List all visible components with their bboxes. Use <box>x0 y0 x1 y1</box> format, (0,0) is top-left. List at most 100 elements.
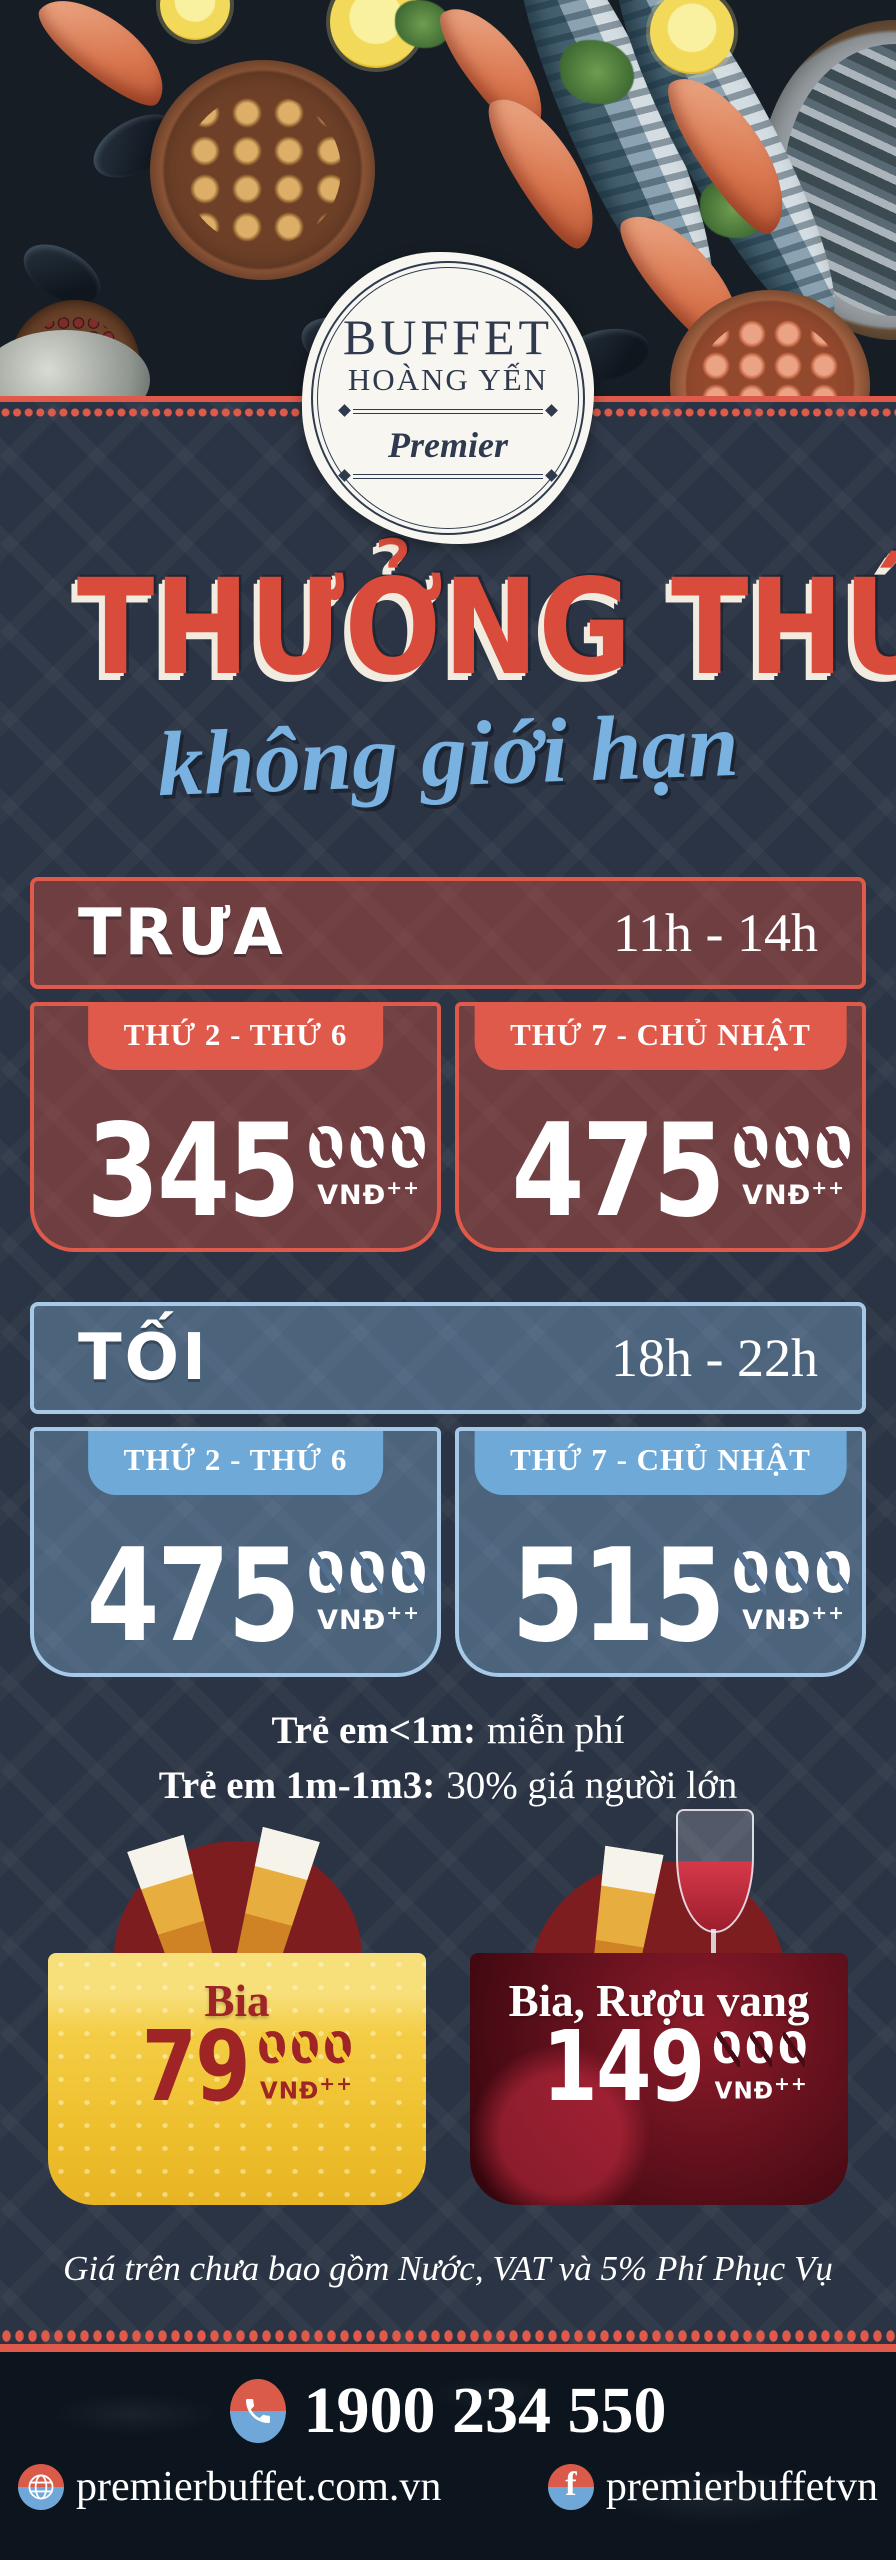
price-thousands: 000 <box>257 2024 356 2075</box>
children-policy-line: Trẻ em 1m-1m3: 30% giá người lớn <box>0 1758 896 1813</box>
beer-price: 79 000 VNĐ++ <box>48 2010 426 2124</box>
lunch-weekend-days-tab: THỨ 7 - CHỦ NHẬT <box>474 1005 847 1070</box>
dinner-weekend-card: THỨ 7 - CHỦ NHẬT 515 000 VNĐ++ <box>455 1426 866 1677</box>
lunch-weekend-card: THỨ 7 - CHỦ NHẬT 475 000 VNĐ++ <box>455 1001 866 1252</box>
dinner-weekday-card: THỨ 2 - THỨ 6 475 000 VNĐ++ <box>30 1426 441 1677</box>
price-thousands: 000 <box>731 1541 856 1606</box>
price-currency: VNĐ++ <box>317 1601 421 1634</box>
beer-label: Bia <box>204 1976 270 2027</box>
price-amount: 475 <box>86 1522 301 1672</box>
phone-row: 1900 234 550 <box>0 2352 896 2444</box>
dinner-weekend-price: 515 000 VNĐ++ <box>459 1532 862 1660</box>
headline-main-text: THƯỞNG THỨC <box>76 551 896 705</box>
beer-wine-price: 149 000 VNĐ++ <box>470 2010 848 2124</box>
main-content: THƯỞNG THỨC không giới hạn TRƯA 11h - 14… <box>0 402 896 2289</box>
price-thousands: 000 <box>711 2024 811 2075</box>
facebook-item: premierbuffetvn <box>547 2464 878 2510</box>
surcharge-marks: ++ <box>811 1601 846 1624</box>
price-minor: 000 VNĐ++ <box>712 2028 811 2103</box>
policy-label: Trẻ em 1m-1m3: <box>158 1763 436 1807</box>
dinner-weekend-days-tab: THỨ 7 - CHỦ NHẬT <box>474 1430 847 1495</box>
mussel-bowl-art <box>150 60 375 280</box>
lunch-header-bar: TRƯA 11h - 14h <box>30 876 866 989</box>
currency-code: VNĐ <box>317 1179 387 1211</box>
dinner-weekday-price: 475 000 VNĐ++ <box>34 1522 437 1672</box>
price-currency: VNĐ++ <box>317 1176 421 1211</box>
price-currency: VNĐ++ <box>742 1176 846 1209</box>
lunch-cards: THỨ 2 - THỨ 6 345 000 VNĐ++ THỨ 7 - CHỦ … <box>30 1001 866 1252</box>
surcharge-marks: ++ <box>386 1601 421 1624</box>
beer-offer: Bia 79 000 VNĐ++ <box>48 1953 426 2206</box>
lunch-label: TRƯA <box>78 895 286 970</box>
price-amount: 475 <box>511 1097 726 1247</box>
wine-glass-icon <box>676 1809 754 1934</box>
lunch-weekday-price: 345 000 VNĐ++ <box>34 1097 437 1247</box>
policy-value: 30% giá người lớn <box>446 1763 738 1807</box>
website-url[interactable]: premierbuffet.com.vn <box>76 2464 442 2510</box>
currency-code: VNĐ <box>742 1604 812 1636</box>
price-minor: 000 VNĐ++ <box>732 1546 856 1634</box>
seafood-photo-header <box>0 0 896 396</box>
price-thousands: 000 <box>306 1116 431 1181</box>
policy-label: Trẻ em<1m: <box>271 1708 476 1752</box>
drinks-row: Bia 79 000 VNĐ++ <box>48 1809 848 2206</box>
headline-sub: không giới hạn <box>155 692 741 816</box>
price-minor: 000 VNĐ++ <box>257 2028 356 2103</box>
policy-value: miễn phí <box>486 1708 625 1752</box>
children-policy: Trẻ em<1m: miễn phí Trẻ em 1m-1m3: 30% giá… <box>0 1703 896 1814</box>
lunch-hours: 11h - 14h <box>613 902 818 963</box>
surcharge-marks: ++ <box>386 1176 421 1199</box>
brand-name-line1: BUFFET <box>342 309 554 366</box>
price-amount: 149 <box>542 2010 706 2124</box>
dinner-hours: 18h - 22h <box>611 1327 818 1388</box>
lemon-art <box>650 0 734 74</box>
price-currency: VNĐ++ <box>742 1601 846 1636</box>
dinner-header-bar: TỐI 18h - 22h <box>30 1301 866 1414</box>
badge-divider <box>353 473 543 479</box>
price-disclaimer: Giá trên chưa bao gồm Nước, VAT và 5% Ph… <box>63 2249 833 2289</box>
dinner-weekday-days-tab: THỨ 2 - THỨ 6 <box>87 1430 384 1495</box>
currency-code: VNĐ <box>714 2078 774 2105</box>
badge-divider <box>353 408 543 414</box>
shrimp-art <box>28 0 182 120</box>
price-minor: 000 VNĐ++ <box>732 1121 856 1209</box>
website-item: premierbuffet.com.vn <box>18 2464 441 2510</box>
red-divider-strip-bottom <box>0 2344 896 2352</box>
sites-row: premierbuffet.com.vn premierbuffetvn <box>0 2444 896 2510</box>
price-minor: 000 VNĐ++ <box>307 1546 431 1634</box>
red-dots-divider-bottom <box>0 2328 896 2344</box>
price-currency: VNĐ++ <box>259 2072 354 2105</box>
lunch-weekday-card: THỨ 2 - THỨ 6 345 000 VNĐ++ <box>30 1001 441 1252</box>
dinner-cards: THỨ 2 - THỨ 6 475 000 VNĐ++ THỨ 7 - CHỦ … <box>30 1426 866 1677</box>
parsley-art <box>560 40 634 104</box>
surcharge-marks: ++ <box>773 2072 808 2095</box>
brand-premier: Premier <box>388 424 508 465</box>
brand-name-line2: HOÀNG YẾN <box>347 362 549 398</box>
facebook-handle[interactable]: premierbuffetvn <box>605 2464 878 2510</box>
surcharge-marks: ++ <box>319 2072 354 2095</box>
dinner-section: TỐI 18h - 22h THỨ 2 - THỨ 6 475 000 VNĐ+… <box>30 1301 866 1677</box>
lunch-section: TRƯA 11h - 14h THỨ 2 - THỨ 6 345 000 VNĐ… <box>30 876 866 1252</box>
price-thousands: 000 <box>731 1116 856 1181</box>
price-amount: 79 <box>141 2010 251 2124</box>
phone-icon <box>229 2379 286 2443</box>
logo-badge: BUFFET HOÀNG YẾN Premier <box>302 252 594 544</box>
price-currency: VNĐ++ <box>714 2072 808 2105</box>
beer-price-card: Bia 79 000 VNĐ++ <box>48 1953 426 2206</box>
price-amount: 345 <box>86 1097 301 1247</box>
lemon-art <box>160 0 230 40</box>
beer-wine-label: Bia, Rượu vang <box>508 1976 810 2027</box>
contact-footer: 1900 234 550 premierb <box>0 2352 896 2560</box>
globe-icon <box>18 2464 64 2510</box>
surcharge-marks: ++ <box>811 1176 846 1199</box>
price-thousands: 000 <box>306 1541 431 1606</box>
facebook-icon <box>547 2464 594 2510</box>
beer-wine-offer: Bia, Rượu vang 149 000 VNĐ++ <box>470 1809 848 2206</box>
headline-main: THƯỞNG THỨC <box>0 402 896 694</box>
lunch-weekday-days-tab: THỨ 2 - THỨ 6 <box>87 1005 384 1070</box>
wine-price-card: Bia, Rượu vang 149 000 VNĐ++ <box>470 1953 848 2206</box>
hotline-number[interactable]: 1900 234 550 <box>303 2374 667 2447</box>
price-minor: 000 VNĐ++ <box>307 1121 431 1209</box>
currency-code: VNĐ <box>259 2078 320 2105</box>
